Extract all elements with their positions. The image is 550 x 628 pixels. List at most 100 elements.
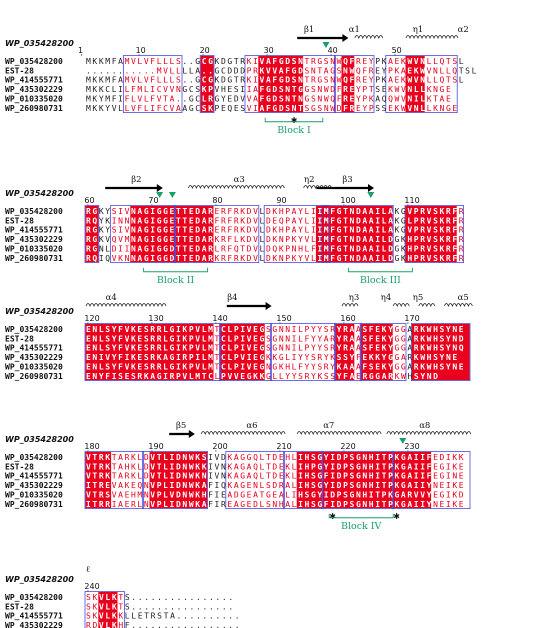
residue: K bbox=[420, 362, 425, 371]
residue: T bbox=[298, 104, 303, 113]
residue: G bbox=[157, 254, 162, 263]
residue: . bbox=[222, 602, 227, 611]
position-dot bbox=[279, 450, 281, 452]
residue: . bbox=[228, 593, 233, 602]
residue: Y bbox=[427, 481, 432, 490]
residue: D bbox=[279, 104, 284, 113]
residue: T bbox=[266, 462, 271, 471]
residue: R bbox=[208, 94, 213, 103]
block-label: Block II bbox=[157, 275, 195, 286]
residue: Y bbox=[317, 490, 322, 499]
residue: D bbox=[170, 254, 175, 263]
residue: L bbox=[170, 57, 175, 66]
residue: E bbox=[137, 334, 142, 343]
residue: T bbox=[266, 453, 271, 462]
residue: N bbox=[92, 372, 97, 381]
residue: T bbox=[382, 462, 387, 471]
secondary-structure-label: η3 bbox=[349, 293, 360, 303]
residue: L bbox=[137, 472, 142, 481]
residue: S bbox=[86, 602, 91, 611]
residue: G bbox=[317, 472, 322, 481]
residue: T bbox=[164, 612, 169, 621]
residue: N bbox=[253, 481, 258, 490]
residue: F bbox=[112, 57, 117, 66]
residue: F bbox=[118, 362, 123, 371]
residue: L bbox=[105, 602, 110, 611]
residue: K bbox=[452, 453, 457, 462]
residue: L bbox=[382, 254, 387, 263]
residue: C bbox=[163, 104, 168, 113]
residue: F bbox=[118, 344, 123, 353]
residue: H bbox=[369, 462, 374, 471]
residue: C bbox=[221, 344, 226, 353]
residue: K bbox=[260, 372, 265, 381]
residue: H bbox=[305, 472, 310, 481]
residue: G bbox=[144, 216, 149, 225]
residue: V bbox=[247, 344, 252, 353]
residue: A bbox=[137, 235, 142, 244]
residue: H bbox=[433, 344, 438, 353]
residue: I bbox=[375, 226, 380, 235]
residue: R bbox=[240, 76, 245, 85]
residue: K bbox=[202, 85, 207, 94]
residue: K bbox=[92, 85, 97, 94]
residue: L bbox=[163, 472, 168, 481]
residue: R bbox=[311, 57, 316, 66]
residue: K bbox=[144, 372, 149, 381]
residue: F bbox=[112, 94, 117, 103]
residue: I bbox=[253, 76, 258, 85]
residue: L bbox=[260, 254, 265, 263]
residue: V bbox=[240, 353, 245, 362]
residue: R bbox=[208, 207, 213, 216]
residue: T bbox=[144, 612, 149, 621]
residue: M bbox=[105, 76, 110, 85]
residue: V bbox=[260, 57, 265, 66]
residue: . bbox=[105, 66, 110, 75]
residue: . bbox=[189, 57, 194, 66]
residue: G bbox=[337, 207, 342, 216]
residue: I bbox=[150, 104, 155, 113]
residue: P bbox=[414, 235, 419, 244]
residue: T bbox=[382, 453, 387, 462]
residue: G bbox=[227, 76, 232, 85]
residue: G bbox=[337, 216, 342, 225]
residue: H bbox=[427, 353, 432, 362]
residue: R bbox=[420, 235, 425, 244]
residue: D bbox=[388, 254, 393, 263]
residue: Y bbox=[298, 235, 303, 244]
block-label: Block III bbox=[360, 275, 401, 286]
residue: V bbox=[407, 104, 412, 113]
residue: G bbox=[144, 254, 149, 263]
residue: S bbox=[452, 76, 457, 85]
residue: N bbox=[356, 490, 361, 499]
residue: G bbox=[215, 66, 220, 75]
residue: P bbox=[305, 344, 310, 353]
residue: D bbox=[176, 472, 181, 481]
residue: A bbox=[362, 216, 367, 225]
residue: I bbox=[330, 472, 335, 481]
residue: S bbox=[266, 334, 271, 343]
residue: Y bbox=[446, 344, 451, 353]
residue: T bbox=[375, 490, 380, 499]
position-dot bbox=[343, 322, 345, 324]
residue: L bbox=[105, 244, 110, 253]
residue: G bbox=[170, 325, 175, 334]
residue: L bbox=[99, 344, 104, 353]
residue: V bbox=[170, 85, 175, 94]
residue: V bbox=[427, 226, 432, 235]
residue: K bbox=[395, 104, 400, 113]
sequence-name: WP_414555771 bbox=[5, 612, 63, 621]
residue: E bbox=[170, 235, 175, 244]
residue: . bbox=[209, 602, 214, 611]
position-number: 80 bbox=[212, 196, 222, 205]
residue: G bbox=[182, 85, 187, 94]
residue: . bbox=[99, 66, 104, 75]
position-dot bbox=[215, 450, 217, 452]
residue: L bbox=[202, 325, 207, 334]
similarity-box bbox=[282, 451, 324, 509]
residue: A bbox=[388, 76, 393, 85]
residue: N bbox=[420, 76, 425, 85]
